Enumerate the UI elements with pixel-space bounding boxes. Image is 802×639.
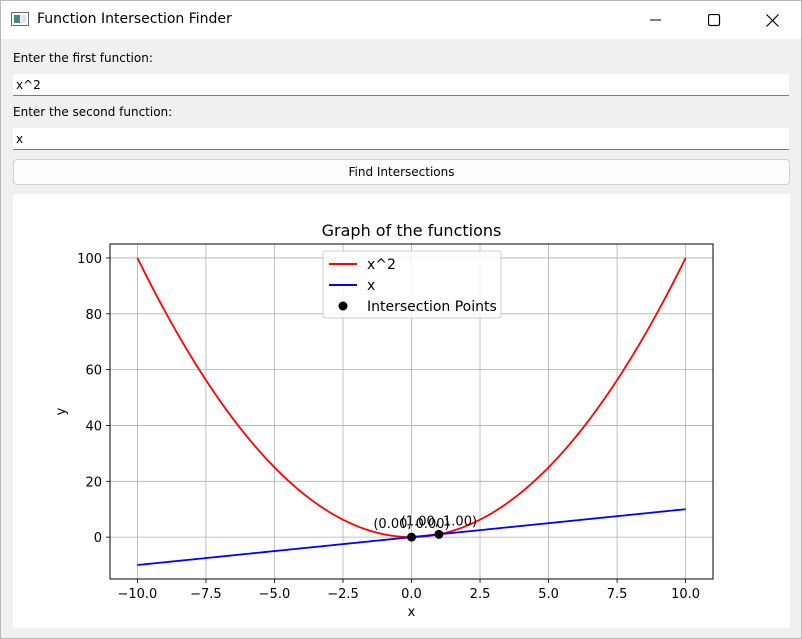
legend-label: Intersection Points — [367, 299, 497, 315]
x-tick-label: −5.0 — [259, 587, 291, 602]
function-chart: −10.0 −7.5 −5.0 −2.5 0.0 2.5 5.0 7.5 10.0 0 20 40 60… — [54, 221, 714, 620]
first-function-input[interactable] — [13, 74, 789, 96]
x-tick-label: −7.5 — [190, 587, 222, 602]
intersection-point — [407, 532, 416, 542]
y-tick-label: 80 — [85, 308, 102, 323]
legend-marker — [338, 301, 348, 311]
y-tick-label: 40 — [85, 419, 102, 434]
legend-box — [322, 250, 502, 319]
second-function-label: Enter the second function: — [13, 105, 173, 119]
x-tick-label: 10.0 — [671, 587, 700, 602]
y-tick-label: 0 — [94, 531, 102, 546]
x-tick-label: −10.0 — [117, 587, 157, 602]
close-button[interactable] — [743, 1, 801, 39]
title-bar[interactable]: Function Intersection Finder — [1, 1, 801, 39]
y-tick-label: 60 — [85, 364, 102, 379]
intersection-label: (0.00, 0.00) — [373, 517, 449, 532]
plot-frame — [109, 243, 714, 580]
minimize-button[interactable] — [627, 1, 685, 39]
x-tick-label: 5.0 — [538, 587, 559, 602]
second-function-input[interactable] — [13, 128, 789, 150]
x-tick-label: 7.5 — [607, 587, 628, 602]
minimize-icon — [650, 19, 661, 21]
x-axis-label: x — [408, 605, 416, 620]
first-function-label: Enter the first function: — [13, 51, 153, 65]
plot-canvas: −10.0 −7.5 −5.0 −2.5 0.0 2.5 5.0 7.5 10.0 0 20 40 60… — [13, 194, 790, 628]
app-icon — [11, 12, 29, 26]
chart-title: Graph of the functions — [322, 221, 502, 240]
maximize-button[interactable] — [685, 1, 743, 39]
x-tick-label: 0.0 — [401, 587, 422, 602]
legend-label: x^2 — [367, 257, 396, 273]
intersection-point — [434, 529, 444, 539]
legend-label: x — [367, 278, 375, 294]
window-title: Function Intersection Finder — [37, 11, 232, 27]
y-tick-label: 20 — [85, 475, 102, 490]
y-tick-label: 100 — [77, 252, 102, 267]
close-icon — [765, 13, 779, 27]
maximize-icon — [707, 13, 720, 26]
x-tick-label: −2.5 — [327, 587, 359, 602]
y-axis-label: y — [54, 407, 69, 415]
x-tick-label: 2.5 — [470, 587, 491, 602]
find-intersections-button[interactable]: Find Intersections — [13, 159, 790, 185]
intersection-label: (1.00, 1.00) — [401, 514, 477, 529]
